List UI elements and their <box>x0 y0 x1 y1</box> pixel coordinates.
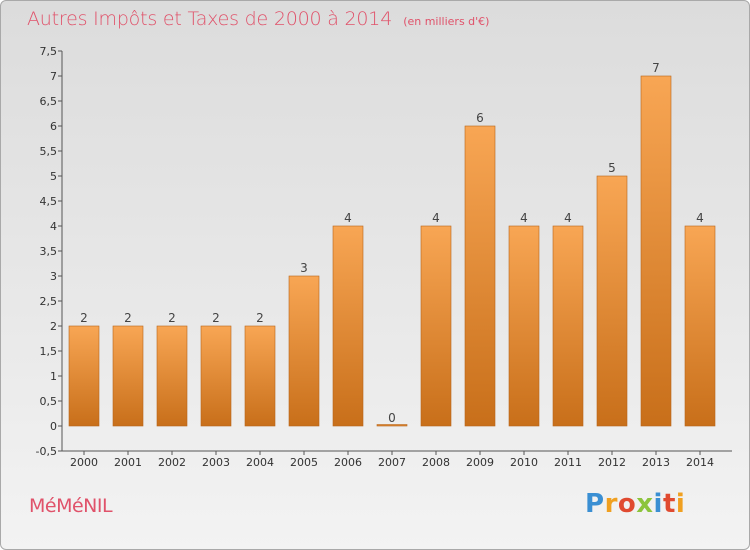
data-label-2000: 2 <box>80 311 88 325</box>
x-tick-label: 2009 <box>466 456 494 469</box>
data-label-2013: 7 <box>652 61 660 75</box>
data-label-2007: 0 <box>388 411 396 425</box>
x-tick-label: 2002 <box>158 456 186 469</box>
y-tick-label: 1 <box>50 370 57 383</box>
x-tick-label: 2008 <box>422 456 450 469</box>
data-label-2008: 4 <box>432 211 440 225</box>
y-tick-label: 6 <box>50 120 57 133</box>
x-tick-label: 2014 <box>686 456 714 469</box>
bar-2002 <box>156 325 188 427</box>
chart-title: Autres Impôts et Taxes de 2000 à 2014 <box>27 8 393 30</box>
data-label-2001: 2 <box>124 311 132 325</box>
data-label-2012: 5 <box>608 161 616 175</box>
y-tick-label: 0 <box>50 420 57 433</box>
x-tick-label: 2010 <box>510 456 538 469</box>
commune-name: MéMéNIL <box>29 495 113 517</box>
bar-2012 <box>596 175 628 427</box>
y-tick-label: 7,5 <box>40 45 58 58</box>
y-tick-label: 5,5 <box>40 145 58 158</box>
bar-2014 <box>684 225 716 427</box>
bar-2006 <box>332 225 364 427</box>
y-tick-label: 6,5 <box>40 95 58 108</box>
bar-2003 <box>200 325 232 427</box>
chart-title-group: Autres Impôts et Taxes de 2000 à 2014 (e… <box>27 8 489 30</box>
x-tick-label: 2006 <box>334 456 362 469</box>
bar-2005 <box>288 275 320 427</box>
x-tick-label: 2011 <box>554 456 582 469</box>
axes: -0,5 0 0,5 1 1,5 2 2,5 3 3,5 4 4,5 5 5,5 6 6,5 7 7,5 2000… <box>36 45 732 469</box>
y-tick-label: 4 <box>50 220 57 233</box>
y-tick-label: 4,5 <box>40 195 58 208</box>
y-tick-label: 3,5 <box>40 245 58 258</box>
logo-letter: o <box>617 489 637 519</box>
x-tick-label: 2000 <box>70 456 98 469</box>
logo-letter: P <box>585 489 605 519</box>
bars <box>68 75 716 427</box>
data-label-2009: 6 <box>476 111 484 125</box>
bar-2007 <box>376 424 408 427</box>
data-label-2014: 4 <box>696 211 704 225</box>
x-tick-label: 2004 <box>246 456 274 469</box>
data-label-2004: 2 <box>256 311 264 325</box>
data-label-2005: 3 <box>300 261 308 275</box>
y-tick-label: 3 <box>50 270 57 283</box>
y-tick-label: 0,5 <box>40 395 58 408</box>
logo-letter: i <box>653 489 663 519</box>
data-label-2002: 2 <box>168 311 176 325</box>
bar-2001 <box>112 325 144 427</box>
data-label-2003: 2 <box>212 311 220 325</box>
logo-letter: i <box>675 489 686 519</box>
proxiti-logo: Proxiti <box>585 489 685 519</box>
y-tick-label: 2,5 <box>40 295 58 308</box>
y-tick-label: 7 <box>50 70 57 83</box>
bar-2008 <box>420 225 452 427</box>
x-tick-label: 2005 <box>290 456 318 469</box>
chart-subtitle: (en milliers d'€) <box>403 15 490 28</box>
data-labels: 2 2 2 2 2 3 4 0 4 6 4 4 5 7 4 <box>80 61 704 425</box>
bar-2010 <box>508 225 540 427</box>
y-tick-label: 2 <box>50 320 57 333</box>
bar-2009 <box>464 125 496 427</box>
x-tick-label: 2012 <box>598 456 626 469</box>
x-tick-label: 2007 <box>378 456 406 469</box>
x-tick-label: 2003 <box>202 456 230 469</box>
logo-letter: t <box>662 489 676 519</box>
bar-2011 <box>552 225 584 427</box>
logo-letter: r <box>604 489 618 519</box>
y-tick-label: 5 <box>50 170 57 183</box>
y-tick-label: -0,5 <box>36 445 57 458</box>
data-label-2010: 4 <box>520 211 528 225</box>
data-label-2011: 4 <box>564 211 572 225</box>
bar-2004 <box>244 325 276 427</box>
bar-2013 <box>640 75 672 427</box>
y-tick-label: 1,5 <box>40 345 58 358</box>
x-tick-label: 2001 <box>114 456 142 469</box>
bar-2000 <box>68 325 100 427</box>
data-label-2006: 4 <box>344 211 352 225</box>
x-tick-label: 2013 <box>642 456 670 469</box>
logo-letter: x <box>636 489 654 519</box>
